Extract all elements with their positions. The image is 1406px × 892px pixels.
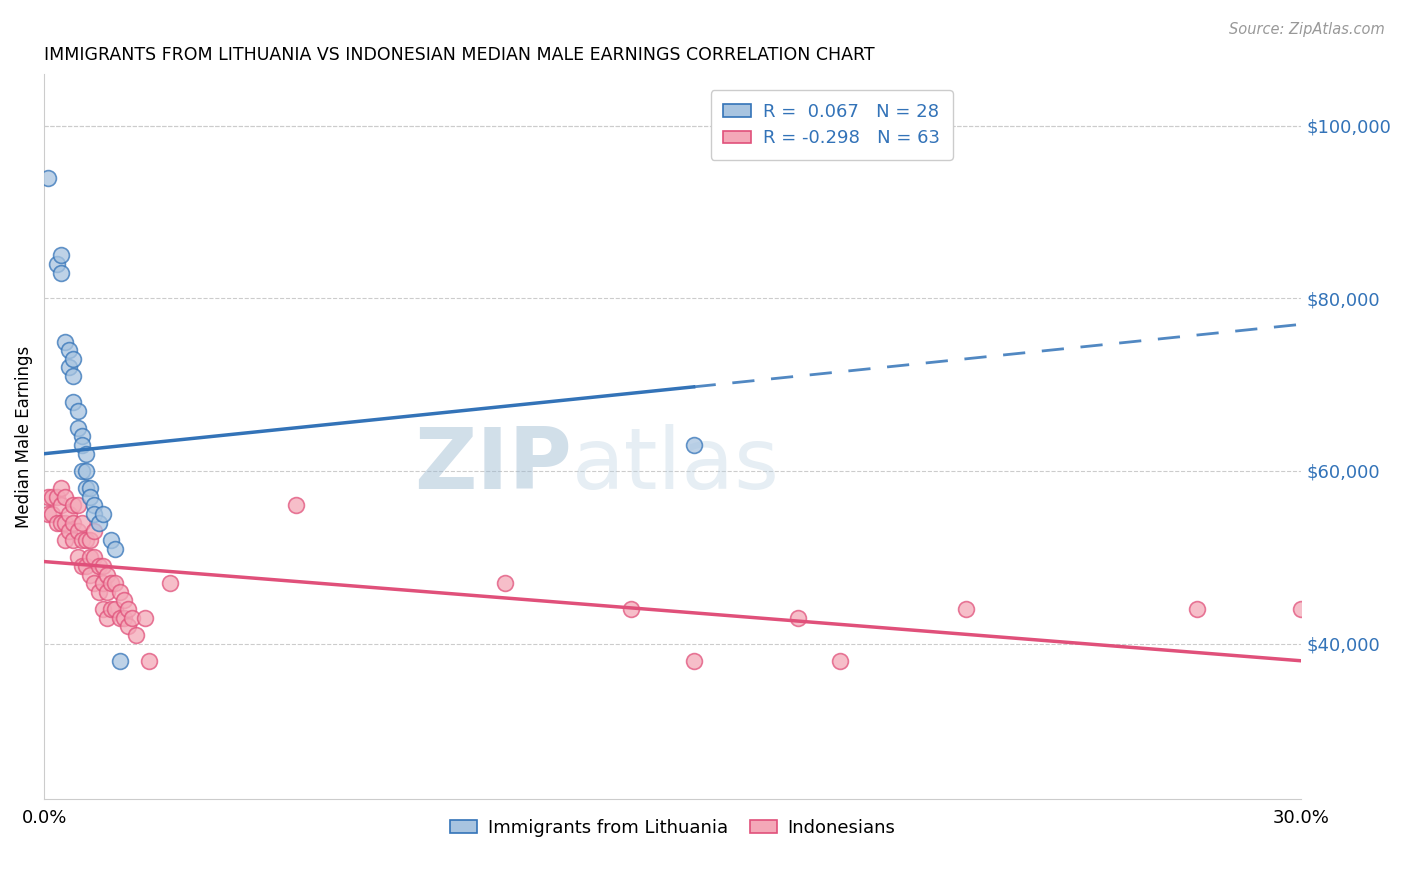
Point [49, 516, 72, 530]
Point [66, 403, 89, 417]
Point [45, 257, 67, 271]
Point [117, 619, 139, 633]
Point [620, 602, 643, 616]
Point [1185, 602, 1208, 616]
Point [66, 524, 89, 539]
Point [66, 550, 89, 565]
Point [787, 610, 810, 624]
Point [58, 360, 80, 375]
Legend: Immigrants from Lithuania, Indonesians: Immigrants from Lithuania, Indonesians [443, 812, 903, 844]
Point [58, 524, 80, 539]
Point [138, 654, 160, 668]
Point [108, 584, 131, 599]
Point [70, 429, 93, 443]
Point [53, 516, 76, 530]
Text: IMMIGRANTS FROM LITHUANIA VS INDONESIAN MEDIAN MALE EARNINGS CORRELATION CHART: IMMIGRANTS FROM LITHUANIA VS INDONESIAN … [44, 46, 875, 64]
Text: Source: ZipAtlas.com: Source: ZipAtlas.com [1229, 22, 1385, 37]
Point [159, 576, 181, 591]
Point [955, 602, 977, 616]
Point [75, 464, 97, 478]
Point [682, 654, 704, 668]
Point [70, 464, 93, 478]
Point [58, 507, 80, 521]
Point [49, 499, 72, 513]
Point [53, 334, 76, 349]
Point [79, 490, 101, 504]
Point [830, 654, 852, 668]
Point [96, 584, 118, 599]
Point [112, 593, 135, 607]
Point [79, 567, 101, 582]
Point [83, 499, 105, 513]
Point [91, 602, 114, 616]
Text: atlas: atlas [572, 424, 780, 507]
Point [494, 576, 516, 591]
Point [79, 550, 101, 565]
Point [66, 421, 89, 435]
Point [83, 576, 105, 591]
Point [91, 507, 114, 521]
Point [1291, 602, 1313, 616]
Point [87, 558, 110, 573]
Point [70, 533, 93, 547]
Point [104, 541, 127, 556]
Point [108, 654, 131, 668]
Point [53, 533, 76, 547]
Point [91, 576, 114, 591]
Y-axis label: Median Male Earnings: Median Male Earnings [15, 345, 32, 527]
Point [62, 351, 84, 366]
Point [79, 533, 101, 547]
Point [134, 610, 156, 624]
Point [45, 516, 67, 530]
Point [62, 499, 84, 513]
Point [62, 516, 84, 530]
Point [62, 533, 84, 547]
Point [49, 481, 72, 495]
Point [108, 610, 131, 624]
Point [96, 610, 118, 624]
Point [37, 507, 59, 521]
Point [66, 499, 89, 513]
Point [58, 343, 80, 358]
Text: ZIP: ZIP [415, 424, 572, 507]
Point [41, 490, 63, 504]
Point [112, 610, 135, 624]
Point [104, 602, 127, 616]
Point [83, 550, 105, 565]
Point [75, 558, 97, 573]
Point [100, 533, 122, 547]
Point [75, 533, 97, 547]
Point [70, 558, 93, 573]
Point [117, 602, 139, 616]
Point [75, 447, 97, 461]
Point [70, 438, 93, 452]
Point [53, 490, 76, 504]
Point [83, 507, 105, 521]
Point [284, 499, 307, 513]
Point [87, 584, 110, 599]
Point [45, 490, 67, 504]
Point [91, 558, 114, 573]
Point [62, 395, 84, 409]
Point [125, 628, 148, 642]
Point [70, 516, 93, 530]
Point [75, 481, 97, 495]
Point [83, 524, 105, 539]
Point [100, 602, 122, 616]
Point [41, 507, 63, 521]
Point [104, 576, 127, 591]
Point [49, 248, 72, 262]
Point [37, 490, 59, 504]
Point [96, 567, 118, 582]
Point [682, 438, 704, 452]
Point [49, 266, 72, 280]
Point [121, 610, 143, 624]
Point [37, 170, 59, 185]
Point [79, 481, 101, 495]
Point [100, 576, 122, 591]
Point [87, 516, 110, 530]
Point [62, 369, 84, 384]
